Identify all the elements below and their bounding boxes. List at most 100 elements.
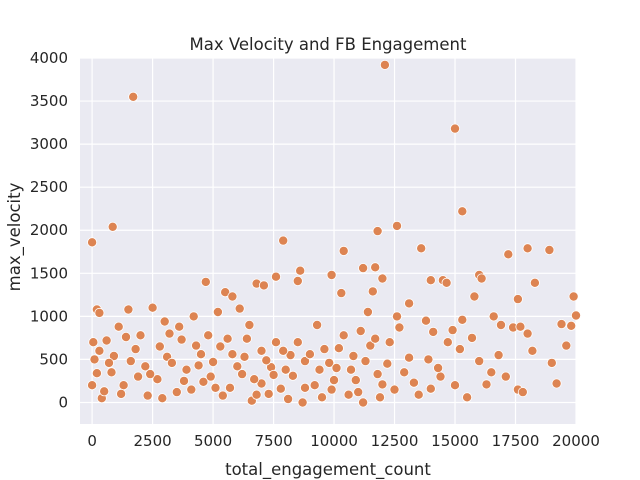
scatter-point: [309, 380, 320, 391]
scatter-point: [529, 277, 540, 288]
scatter-point: [121, 331, 132, 342]
scatter-point: [280, 364, 291, 375]
scatter-point: [331, 362, 342, 373]
scatter-point: [256, 378, 267, 389]
scatter-point: [166, 357, 177, 368]
scatter-point: [88, 337, 99, 348]
scatter-point: [278, 345, 289, 356]
x-tick-label: 12500: [371, 432, 419, 450]
scatter-point: [462, 392, 473, 403]
scatter-point: [263, 388, 274, 399]
scatter-point: [328, 375, 339, 386]
scatter-point: [515, 321, 526, 332]
scatter-point: [503, 249, 514, 260]
scatter-point: [355, 325, 366, 336]
scatter-point: [154, 341, 165, 352]
scatter-point: [389, 384, 400, 395]
scatter-point: [404, 298, 415, 309]
scatter-point: [278, 235, 289, 246]
x-axis-label: total_engagement_count: [225, 460, 431, 480]
scatter-point: [118, 380, 129, 391]
scatter-point: [89, 354, 100, 365]
scatter-point: [227, 291, 238, 302]
scatter-point: [251, 389, 262, 400]
scatter-point: [314, 364, 325, 375]
scatter-point: [193, 360, 204, 371]
scatter-point: [353, 387, 364, 398]
y-tick-label: 0: [58, 393, 68, 411]
scatter-point: [428, 326, 439, 337]
scatter-point: [476, 273, 487, 284]
scatter-point: [125, 356, 136, 367]
scatter-point: [234, 303, 245, 314]
scatter-point: [394, 322, 405, 333]
scatter-point: [285, 350, 296, 361]
scatter-point: [91, 368, 102, 379]
scatter-point: [195, 349, 206, 360]
x-tick-label: 0: [87, 432, 97, 450]
scatter-point: [372, 226, 383, 237]
scatter-point: [297, 397, 308, 408]
scatter-point: [186, 384, 197, 395]
scatter-point: [500, 371, 511, 382]
scatter-point: [108, 350, 119, 361]
scatter-point: [568, 291, 579, 302]
scatter-point: [420, 315, 431, 326]
plot-area: [80, 58, 576, 424]
x-tick-label: 5000: [194, 432, 232, 450]
scatter-point: [372, 369, 383, 380]
scatter-point: [275, 383, 286, 394]
scatter-point: [159, 316, 170, 327]
scatter-point: [343, 389, 354, 400]
scatter-point: [370, 262, 381, 273]
scatter-point: [474, 356, 485, 367]
scatter-point: [217, 390, 228, 401]
scatter-point: [256, 345, 267, 356]
scatter-point: [377, 379, 388, 390]
y-tick-label: 2000: [30, 221, 68, 239]
x-tick-label: 15000: [431, 432, 479, 450]
scatter-point: [181, 364, 192, 375]
scatter-point: [384, 337, 395, 348]
y-tick-label: 3500: [30, 92, 68, 110]
scatter-point: [358, 263, 369, 274]
scatter-point: [367, 286, 378, 297]
scatter-point: [413, 389, 424, 400]
scatter-point: [145, 369, 156, 380]
x-tick-label: 20000: [552, 432, 600, 450]
x-tick-label: 7500: [254, 432, 292, 450]
scatter-point: [391, 311, 402, 322]
scatter-point: [348, 350, 359, 361]
scatter-point: [299, 356, 310, 367]
scatter-point: [326, 269, 337, 280]
scatter-point: [457, 206, 468, 217]
y-tick-label: 1000: [30, 307, 68, 325]
scatter-point: [488, 311, 499, 322]
scatter-point: [200, 276, 211, 287]
scatter-point: [147, 302, 158, 313]
scatter-point: [128, 91, 139, 102]
y-tick-label: 2500: [30, 178, 68, 196]
y-tick-label: 1500: [30, 264, 68, 282]
scatter-point: [441, 277, 452, 288]
scatter-point: [222, 333, 233, 344]
scatter-point: [208, 356, 219, 367]
scatter-point: [237, 369, 248, 380]
scatter-point: [174, 321, 185, 332]
scatter-point: [319, 344, 330, 355]
scatter-point: [345, 364, 356, 375]
scatter-point: [212, 306, 223, 317]
scatter-point: [232, 361, 243, 372]
scatter-point: [365, 340, 376, 351]
scatter-point: [261, 355, 272, 366]
scatter-point: [87, 237, 98, 248]
scatter-point: [287, 370, 298, 381]
scatter-point: [362, 306, 373, 317]
scatter-point: [130, 344, 141, 355]
scatter-point: [399, 367, 410, 378]
scatter-point: [178, 375, 189, 386]
scatter-point: [449, 380, 460, 391]
scatter-point: [522, 328, 533, 339]
scatter-point: [379, 59, 390, 70]
scatter-point: [561, 340, 572, 351]
